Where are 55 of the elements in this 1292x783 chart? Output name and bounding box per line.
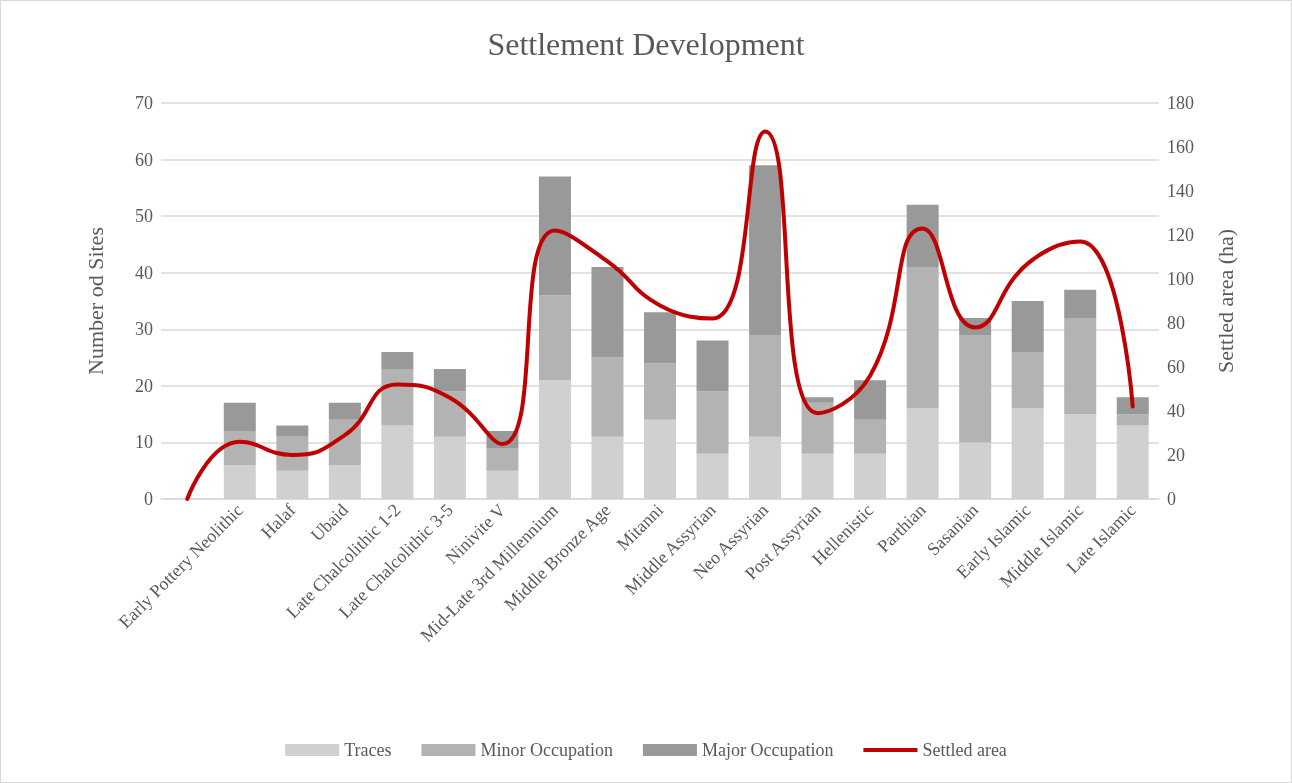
bar — [538, 176, 571, 296]
line-series — [185, 129, 1135, 501]
bar — [591, 267, 624, 358]
y2-tick-label: 120 — [1167, 225, 1194, 245]
y-axis-title: Number od Sites — [82, 227, 108, 375]
y2-axis-title: Settled area (ha) — [1212, 228, 1238, 374]
bar — [906, 267, 939, 409]
y-tick-label: 0 — [144, 489, 153, 509]
y-tick-label: 70 — [135, 93, 153, 113]
y2-tick-label: 20 — [1167, 445, 1185, 465]
bar — [591, 357, 624, 437]
bar — [1011, 351, 1044, 409]
bar — [749, 334, 782, 437]
y-tick-label: 10 — [135, 432, 153, 453]
bar — [433, 391, 466, 437]
y-tick-label: 40 — [135, 262, 153, 283]
bar — [1011, 301, 1044, 352]
y2-tick-label: 40 — [1167, 401, 1185, 421]
y2-tick-label: 100 — [1167, 269, 1194, 289]
bar — [328, 402, 361, 420]
bar — [696, 340, 729, 392]
legend-label: Settled area — [922, 740, 1007, 760]
y2-tick-label: 180 — [1167, 93, 1194, 113]
bar — [801, 402, 834, 454]
bar — [644, 312, 676, 364]
y-tick-label: 30 — [135, 319, 153, 340]
bar — [1116, 397, 1149, 415]
y2-tick-label: 160 — [1167, 137, 1194, 157]
bar — [749, 165, 782, 335]
y2-tick-label: 60 — [1167, 357, 1185, 377]
y2-tick-label: 80 — [1167, 313, 1185, 333]
bar — [486, 448, 519, 471]
y-tick-label: 60 — [135, 149, 153, 170]
bar — [696, 391, 729, 454]
bar — [433, 368, 466, 392]
legend-label: Traces — [344, 740, 392, 760]
bar — [276, 425, 309, 437]
legend-label: Minor Occupation — [480, 740, 613, 760]
y-tick-label: 50 — [135, 206, 153, 227]
bar — [854, 380, 887, 420]
bar — [959, 334, 992, 443]
bar — [1116, 414, 1149, 426]
bar — [381, 351, 414, 369]
y2-tick-label: 140 — [1167, 181, 1194, 201]
bar — [854, 419, 887, 454]
bar — [381, 368, 414, 426]
bar — [223, 402, 256, 432]
bar — [1064, 289, 1097, 318]
bar — [1064, 317, 1097, 415]
bar — [538, 295, 571, 381]
chart-title: Settlement Development — [487, 26, 805, 62]
y2-tick-label: 0 — [1167, 489, 1176, 509]
bar — [644, 363, 676, 420]
y-tick-label: 20 — [135, 375, 153, 396]
legend-label: Major Occupation — [701, 740, 834, 760]
